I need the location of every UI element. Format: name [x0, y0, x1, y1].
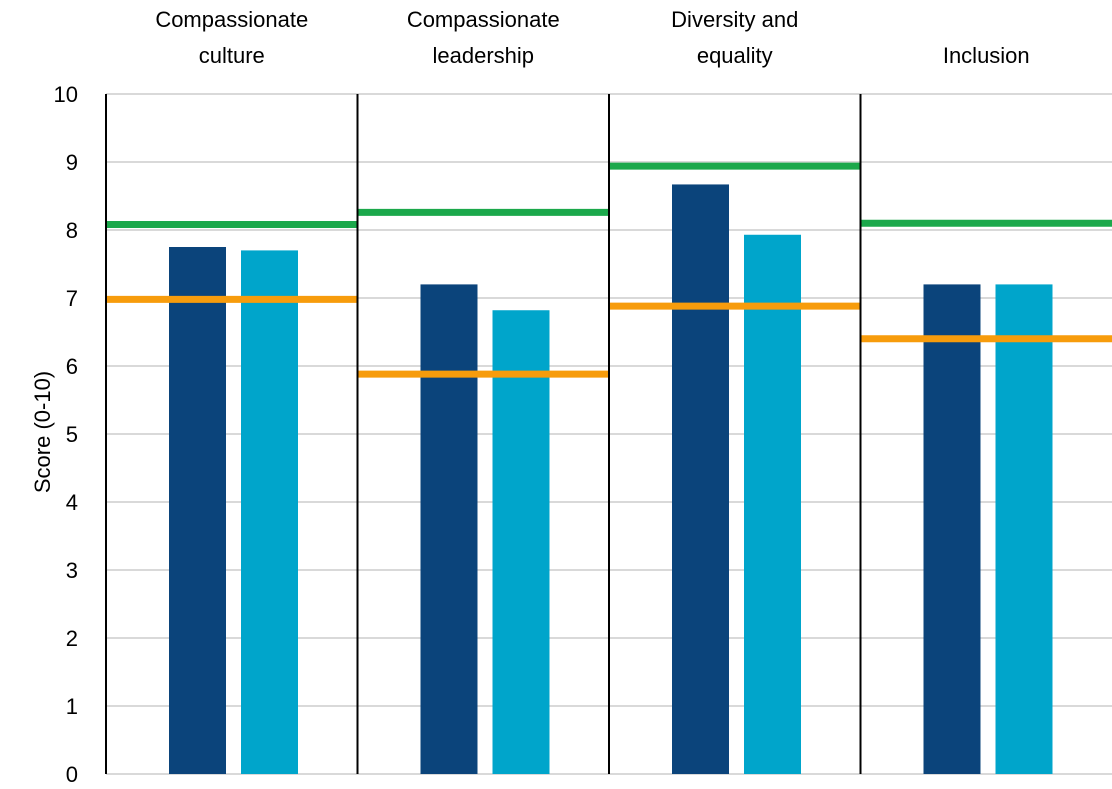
category-dividers [105, 94, 862, 774]
bar [672, 184, 729, 774]
category-label: Compassionate leadership [407, 7, 560, 68]
category-label-line: leadership [432, 43, 534, 68]
y-axis-tick-labels: 0 1 2 3 4 5 6 7 8 9 10 [54, 82, 78, 787]
reference-line-layer [106, 162, 1112, 378]
y-tick-label: 5 [66, 422, 78, 447]
y-tick-label: 0 [66, 762, 78, 787]
category-label-line: Compassionate [407, 7, 560, 32]
y-axis-title: Score (0-10) [30, 371, 55, 493]
category-label: Diversity and equality [671, 7, 798, 68]
category-label: Compassionate culture [155, 7, 308, 68]
y-tick-label: 4 [66, 490, 78, 515]
bar [241, 250, 298, 774]
y-tick-label: 1 [66, 694, 78, 719]
category-label-line: Inclusion [943, 43, 1030, 68]
bar [169, 247, 226, 774]
y-tick-label: 2 [66, 626, 78, 651]
bar [744, 234, 801, 774]
bar [420, 284, 478, 774]
category-label: Inclusion [943, 43, 1030, 68]
y-tick-label: 6 [66, 354, 78, 379]
y-tick-label: 8 [66, 218, 78, 243]
category-label-line: Compassionate [155, 7, 308, 32]
category-label-line: Diversity and [671, 7, 798, 32]
bar [923, 284, 981, 774]
category-labels: Compassionate culture Compassionate leaders… [155, 7, 1029, 68]
bar [492, 310, 550, 774]
y-tick-label: 10 [54, 82, 78, 107]
category-label-line: equality [697, 43, 773, 68]
category-label-line: culture [199, 43, 265, 68]
bar-series-layer [169, 184, 1053, 774]
y-tick-label: 9 [66, 150, 78, 175]
y-tick-label: 7 [66, 286, 78, 311]
bar [995, 284, 1053, 774]
y-tick-label: 3 [66, 558, 78, 583]
